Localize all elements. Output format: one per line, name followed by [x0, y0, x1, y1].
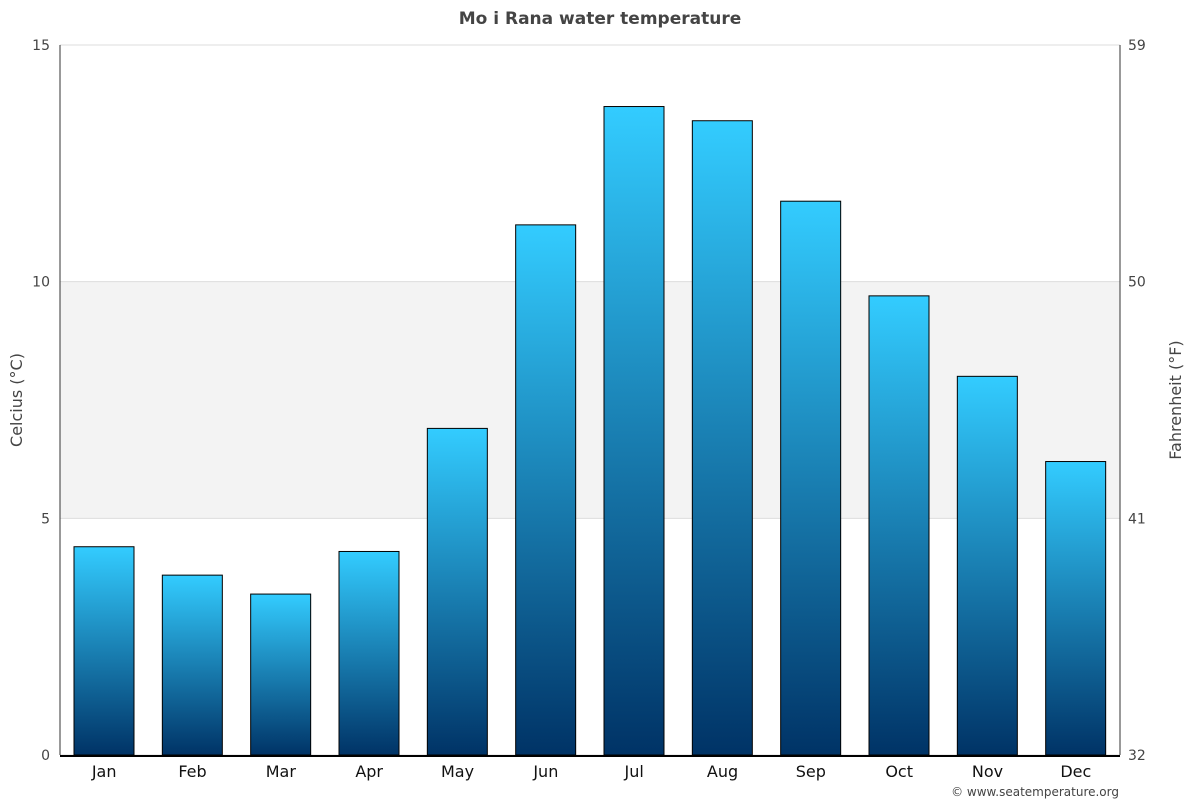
bar-aug: [691, 120, 753, 756]
chart-title: Mo i Rana water temperature: [459, 9, 742, 29]
x-tick-label: Nov: [972, 762, 1003, 781]
y-tick-label: 5: [41, 511, 50, 527]
y-tick-label: 10: [32, 275, 50, 291]
bar-sep: [780, 200, 842, 756]
bar-apr: [338, 550, 400, 756]
y-tick-label: 0: [41, 748, 50, 764]
x-tick-label: Apr: [355, 762, 383, 781]
y-axis-label: Celcius (°C): [7, 353, 26, 447]
x-tick-label: Dec: [1060, 762, 1091, 781]
y2-tick-label: 41: [1128, 511, 1146, 527]
x-tick-label: Aug: [707, 762, 738, 781]
credit: © www.seatemperature.org: [951, 785, 1119, 799]
x-tick-label: Mar: [266, 762, 297, 781]
bar-nov: [956, 375, 1018, 756]
bar-oct: [868, 295, 930, 756]
y2-tick-label: 59: [1128, 38, 1146, 54]
bar-jul: [603, 106, 665, 756]
x-tick-label: Jan: [91, 762, 117, 781]
bar-may: [426, 427, 488, 756]
shaded-band: [60, 281, 1120, 519]
bar-feb: [161, 574, 223, 756]
x-tick-label: Jun: [532, 762, 558, 781]
bar-mar: [250, 593, 312, 756]
y-tick-label: 15: [32, 38, 50, 54]
y2-axis-label: Fahrenheit (°F): [1166, 340, 1185, 459]
y2-tick-label: 50: [1128, 275, 1146, 291]
bar-jun: [515, 224, 577, 756]
x-tick-label: Sep: [796, 762, 826, 781]
x-tick-label: Feb: [178, 762, 206, 781]
x-tick-label: Jul: [624, 762, 644, 781]
bar-dec: [1045, 461, 1107, 756]
x-tick-label: Oct: [885, 762, 913, 781]
y2-tick-label: 32: [1128, 748, 1146, 764]
bar-jan: [73, 546, 135, 756]
x-tick-label: May: [441, 762, 474, 781]
